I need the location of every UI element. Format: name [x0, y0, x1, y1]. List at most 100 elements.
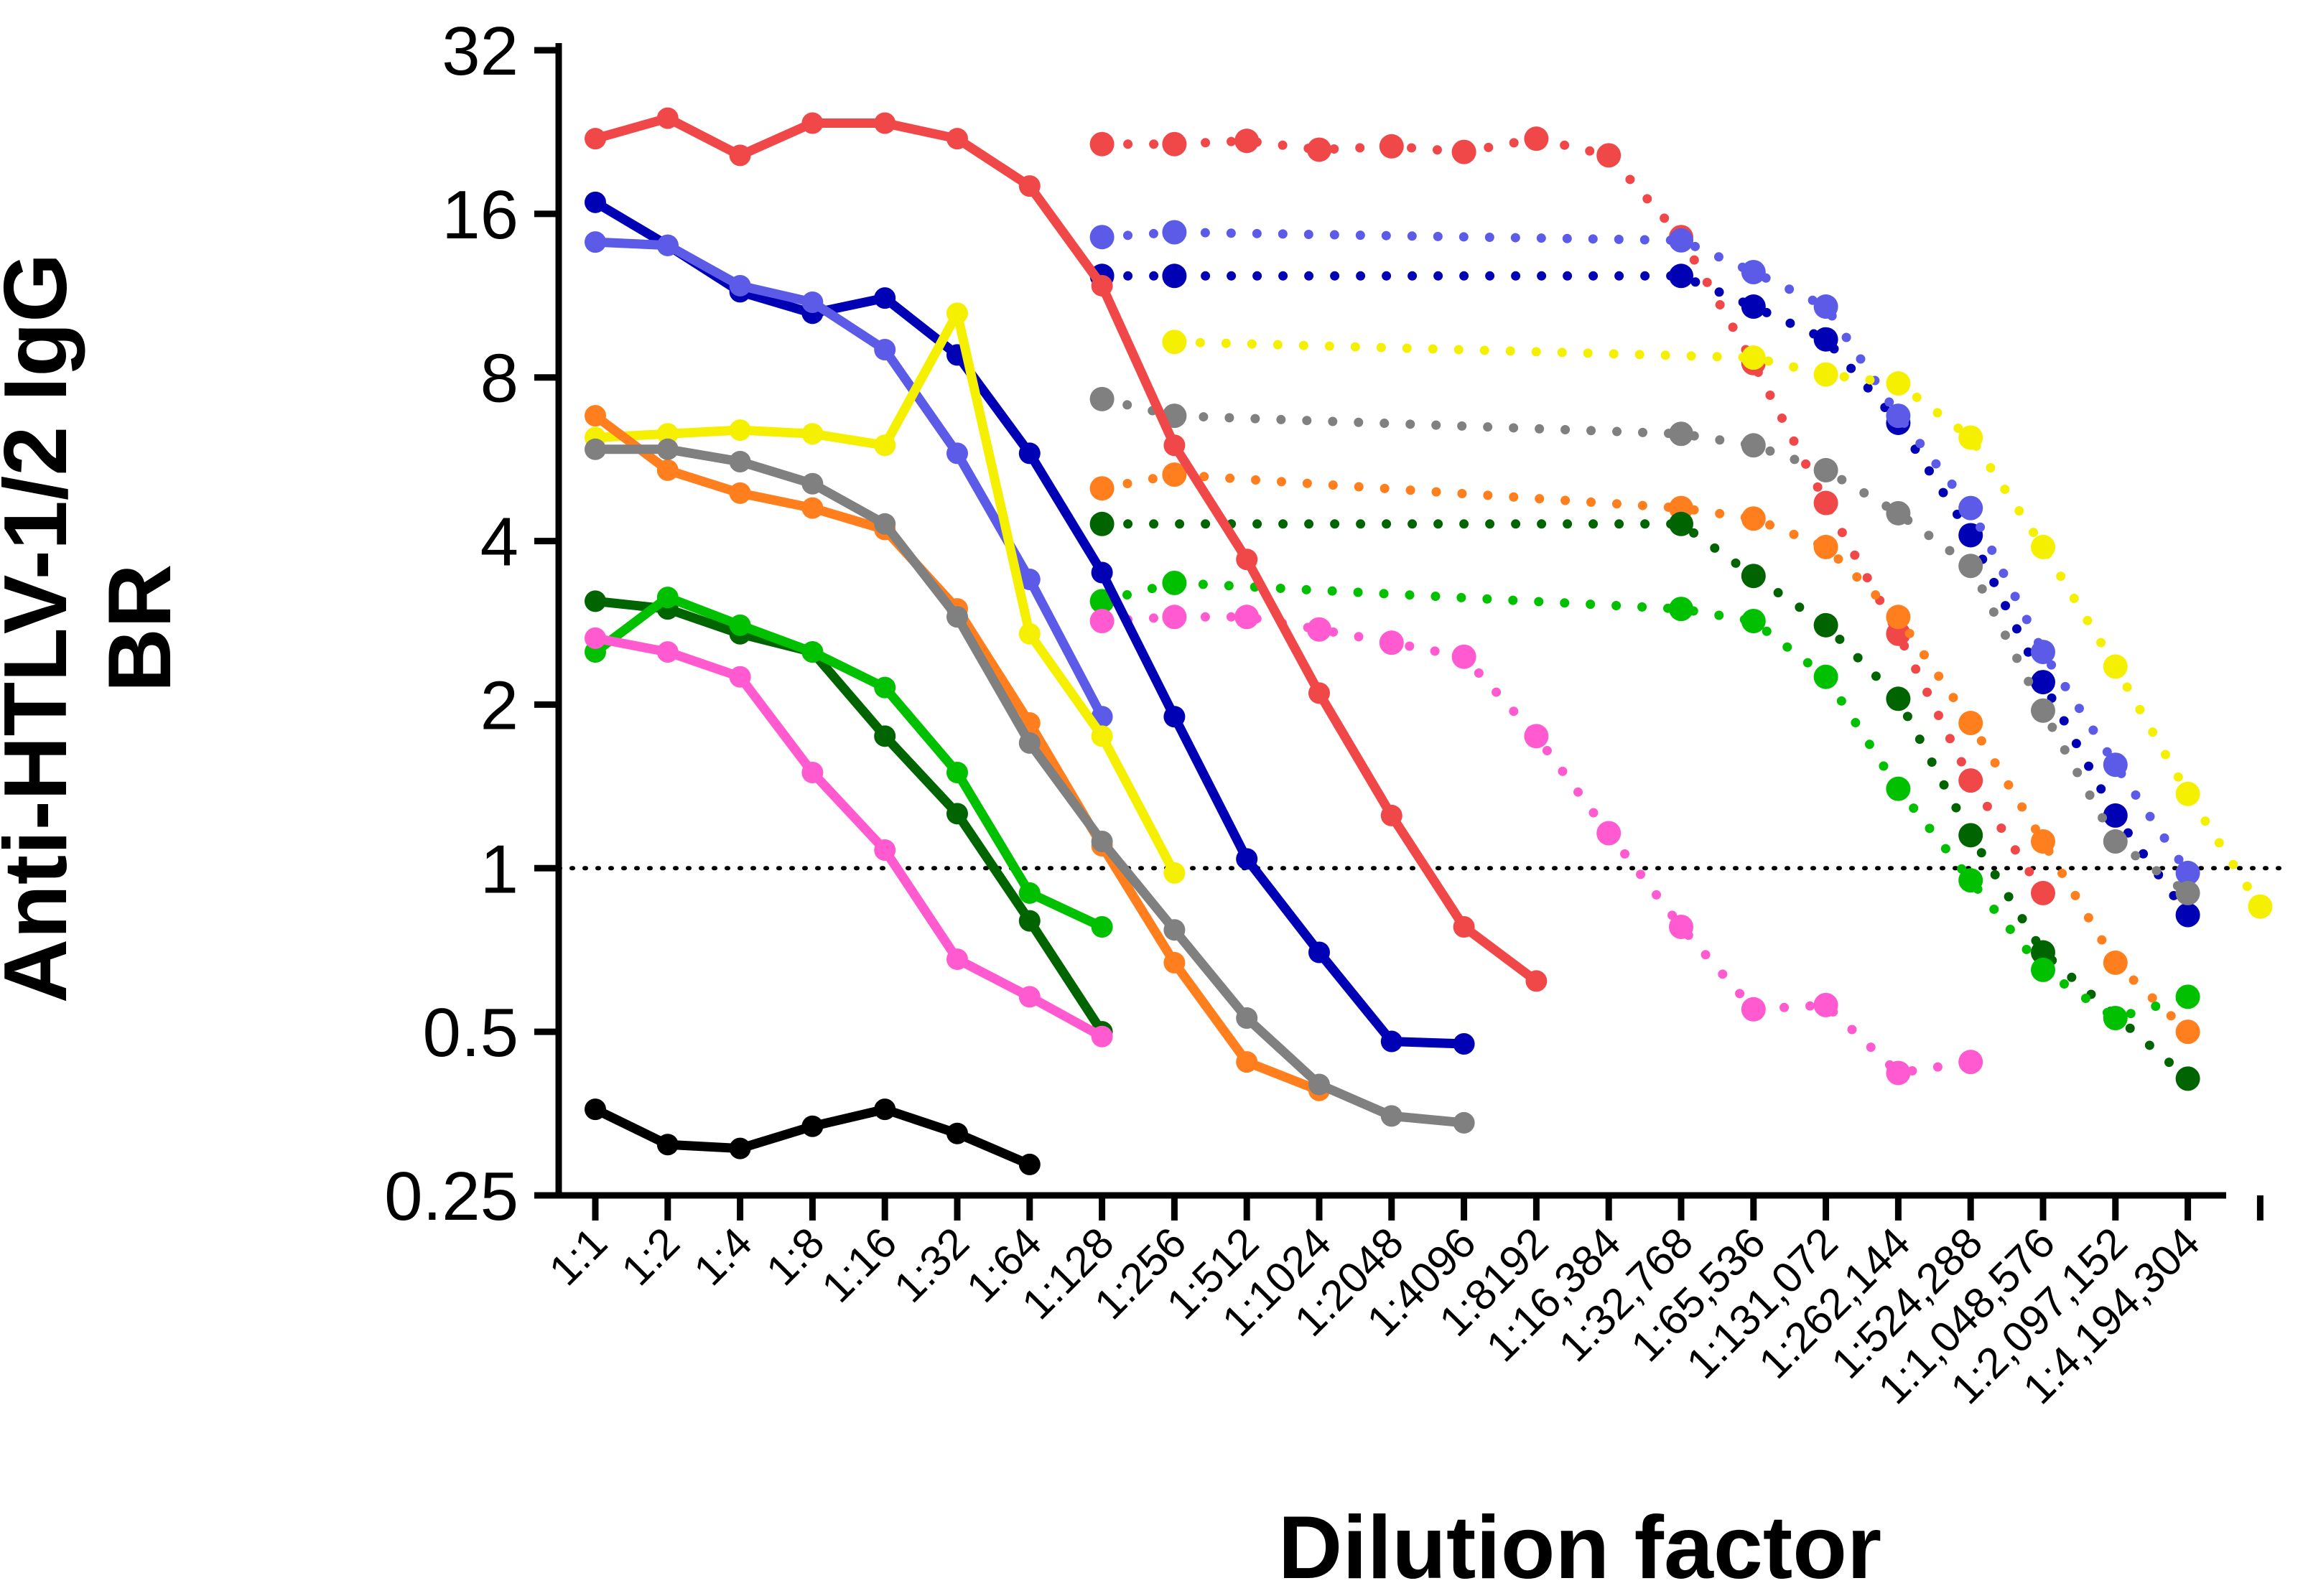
data-point — [585, 1098, 606, 1121]
data-point — [2031, 829, 2055, 854]
data-point — [1669, 914, 1693, 939]
data-point — [801, 112, 824, 134]
data-point — [1307, 137, 1331, 162]
data-point — [1234, 129, 1260, 154]
data-point — [1886, 403, 1911, 429]
data-point — [1018, 442, 1041, 465]
data-point — [1958, 1050, 1983, 1075]
data-point — [1162, 570, 1187, 595]
data-point — [2175, 781, 2200, 806]
x-tick-label: 1:16 — [812, 1218, 906, 1312]
data-point — [656, 423, 679, 445]
data-point — [1091, 274, 1113, 297]
data-point — [656, 234, 679, 256]
data-point — [585, 627, 606, 649]
data-point — [1886, 605, 1911, 630]
data-point — [946, 1122, 968, 1144]
data-point — [874, 676, 896, 699]
data-point — [1525, 970, 1548, 992]
data-point — [801, 423, 824, 445]
data-point — [801, 761, 824, 783]
data-point — [1162, 131, 1187, 157]
data-point — [1813, 327, 1838, 352]
data-point — [1018, 986, 1041, 1008]
data-point — [801, 472, 824, 495]
data-point — [1162, 605, 1187, 630]
data-point — [946, 948, 968, 971]
x-tick-label: 1:2 — [613, 1218, 689, 1294]
data-point — [1089, 476, 1115, 501]
data-point — [1669, 263, 1693, 289]
data-point — [1958, 823, 1983, 848]
data-point — [1451, 139, 1476, 164]
data-point — [656, 459, 679, 481]
data-point — [1089, 511, 1115, 536]
data-point — [1018, 175, 1041, 197]
data-point — [1813, 362, 1838, 387]
data-point — [1018, 882, 1041, 904]
data-point — [2031, 670, 2055, 695]
data-point — [801, 641, 824, 663]
data-point — [1813, 612, 1838, 638]
series-black — [585, 1098, 1041, 1175]
series-green-dotted — [1089, 570, 2200, 1030]
data-point — [1162, 263, 1187, 289]
series-gray — [585, 438, 1475, 1134]
series-line — [1097, 227, 2193, 878]
series-periwinkle-dotted — [1089, 220, 2200, 885]
data-point — [1163, 862, 1186, 884]
data-point — [1886, 371, 1911, 396]
data-point — [1236, 549, 1258, 571]
data-point — [1018, 732, 1041, 754]
data-point — [656, 1134, 679, 1156]
data-point — [874, 287, 896, 309]
data-point — [656, 107, 679, 129]
data-point — [1813, 294, 1838, 319]
data-point — [1741, 260, 1766, 285]
series-red-dotted — [1089, 126, 2055, 905]
data-point — [2175, 1019, 2200, 1045]
series-line — [590, 444, 1469, 1128]
series-orange-dotted — [1089, 462, 2200, 1045]
y-tick-label: 0.25 — [384, 1158, 518, 1235]
y-tick-label: 0.5 — [423, 994, 518, 1071]
data-point — [729, 614, 751, 636]
data-point — [874, 839, 896, 861]
data-point — [1886, 686, 1911, 711]
data-point — [1091, 725, 1113, 747]
data-point — [585, 438, 606, 460]
data-point — [1958, 554, 1983, 579]
data-point — [946, 803, 968, 825]
data-point — [729, 1137, 751, 1159]
data-point — [2175, 860, 2200, 885]
y-tick-label: 1 — [480, 831, 518, 907]
data-point — [1886, 621, 1911, 646]
data-point — [1813, 534, 1838, 559]
data-point — [1596, 143, 1622, 168]
data-point — [1453, 1033, 1475, 1055]
data-point — [656, 438, 679, 460]
series-pink — [585, 627, 1113, 1047]
data-point — [1236, 848, 1258, 870]
data-point — [1669, 511, 1693, 536]
data-point — [2175, 902, 2200, 928]
data-point — [1091, 1025, 1113, 1047]
data-point — [1958, 711, 1983, 736]
data-point — [1091, 915, 1113, 938]
data-point — [2103, 950, 2128, 975]
data-point — [1741, 433, 1766, 458]
data-point — [874, 513, 896, 535]
data-point — [946, 302, 968, 325]
data-point — [1018, 1153, 1041, 1175]
data-point — [1741, 294, 1766, 319]
series-dark-green-dotted — [1089, 511, 2200, 1091]
data-point — [1089, 609, 1115, 634]
series-line — [1097, 578, 2193, 1023]
data-point — [874, 1098, 896, 1121]
data-point — [1886, 776, 1911, 801]
data-point — [1958, 868, 1983, 893]
x-tick-label: 1:1 — [540, 1218, 616, 1294]
data-point — [2175, 1066, 2200, 1091]
data-point — [1741, 609, 1766, 634]
data-point — [656, 587, 679, 609]
